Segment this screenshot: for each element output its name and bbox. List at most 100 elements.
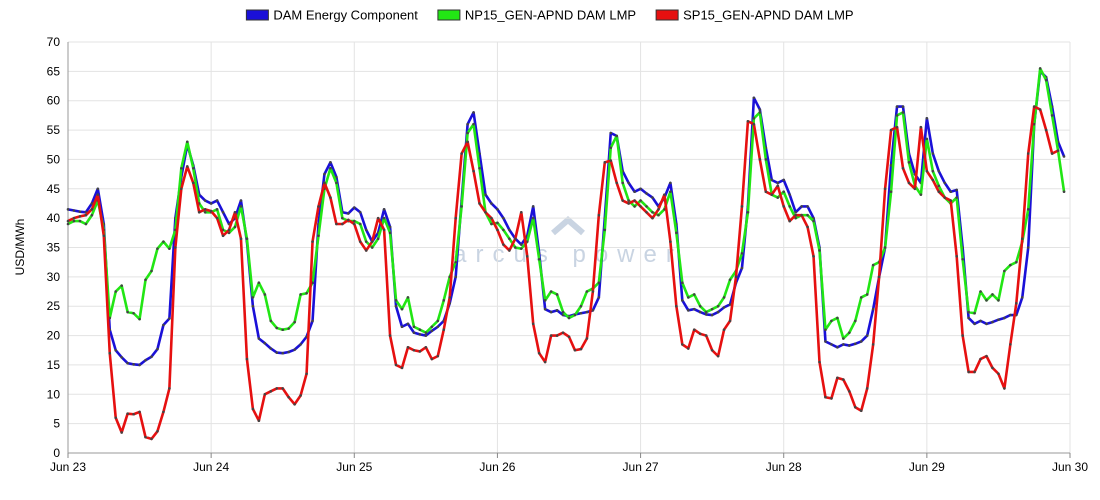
data-point bbox=[698, 332, 702, 336]
data-point bbox=[382, 228, 386, 232]
data-point bbox=[257, 419, 261, 423]
data-point bbox=[317, 205, 320, 208]
data-point bbox=[901, 105, 905, 108]
data-point bbox=[758, 158, 762, 161]
data-point bbox=[973, 311, 976, 315]
data-point bbox=[907, 161, 911, 164]
data-point bbox=[1062, 190, 1066, 194]
data-point bbox=[639, 205, 642, 208]
data-point bbox=[973, 322, 976, 326]
data-point bbox=[382, 216, 386, 220]
data-point bbox=[358, 240, 362, 243]
data-point bbox=[728, 319, 732, 323]
data-point bbox=[472, 122, 475, 126]
data-point bbox=[1003, 387, 1006, 390]
legend-item[interactable]: NP15_GEN-APND DAM LMP bbox=[437, 8, 636, 23]
data-point bbox=[514, 237, 517, 240]
data-point bbox=[991, 366, 994, 370]
data-point bbox=[681, 281, 684, 285]
x-tick-label: Jun 28 bbox=[766, 460, 802, 474]
data-point bbox=[96, 193, 100, 196]
data-point bbox=[1026, 152, 1030, 155]
data-point bbox=[78, 219, 82, 223]
data-point bbox=[853, 405, 857, 409]
data-point bbox=[156, 429, 159, 433]
data-point bbox=[561, 310, 565, 314]
data-point bbox=[645, 210, 648, 214]
data-point bbox=[949, 199, 953, 202]
data-point bbox=[96, 187, 100, 191]
data-point bbox=[955, 196, 958, 199]
y-tick-label: 40 bbox=[47, 211, 61, 225]
x-tick-label: Jun 26 bbox=[479, 460, 515, 474]
data-point bbox=[1044, 78, 1048, 82]
data-point bbox=[728, 303, 732, 306]
y-tick-label: 60 bbox=[47, 94, 61, 108]
data-point bbox=[913, 187, 917, 191]
data-point bbox=[221, 234, 225, 238]
data-point bbox=[686, 296, 690, 299]
data-point bbox=[466, 122, 469, 126]
data-point bbox=[716, 354, 720, 358]
data-point bbox=[180, 166, 183, 170]
legend-swatch bbox=[655, 9, 679, 21]
data-point bbox=[1009, 313, 1012, 317]
data-point bbox=[203, 210, 207, 214]
data-point bbox=[579, 347, 583, 351]
data-point bbox=[215, 208, 219, 211]
data-point bbox=[406, 296, 410, 299]
legend[interactable]: DAM Energy Component NP15_GEN-APND DAM LM… bbox=[245, 8, 854, 23]
data-point bbox=[185, 165, 189, 168]
data-point bbox=[859, 409, 863, 413]
data-point bbox=[519, 210, 523, 214]
data-point bbox=[537, 351, 541, 355]
data-point bbox=[830, 319, 833, 323]
data-point bbox=[967, 316, 970, 320]
data-point bbox=[460, 205, 463, 208]
data-point bbox=[609, 159, 613, 162]
data-point bbox=[961, 334, 964, 337]
data-point bbox=[388, 225, 392, 229]
data-point bbox=[233, 225, 237, 229]
data-point bbox=[293, 348, 296, 351]
data-point bbox=[848, 390, 851, 393]
data-point bbox=[490, 202, 493, 205]
data-point bbox=[436, 354, 440, 358]
data-point bbox=[895, 114, 899, 117]
data-point bbox=[215, 199, 219, 202]
data-point bbox=[865, 387, 869, 390]
data-point bbox=[215, 216, 219, 220]
data-point bbox=[1056, 149, 1060, 152]
data-point bbox=[669, 240, 672, 243]
data-point bbox=[239, 205, 243, 208]
data-point bbox=[955, 255, 958, 258]
data-point bbox=[508, 228, 511, 232]
legend-label: DAM Energy Component bbox=[273, 8, 418, 23]
data-point bbox=[406, 322, 410, 326]
data-point bbox=[209, 202, 213, 205]
data-point bbox=[645, 205, 648, 208]
data-point bbox=[281, 387, 285, 390]
legend-swatch bbox=[245, 9, 269, 21]
data-point bbox=[669, 181, 672, 185]
data-point bbox=[436, 325, 440, 329]
data-point bbox=[1020, 296, 1024, 299]
data-point bbox=[144, 278, 147, 282]
data-point bbox=[317, 234, 320, 238]
data-point bbox=[728, 278, 732, 282]
data-point bbox=[770, 193, 774, 196]
legend-item[interactable]: SP15_GEN-APND DAM LMP bbox=[655, 8, 854, 23]
data-point bbox=[752, 122, 756, 126]
data-point bbox=[955, 188, 958, 192]
data-point bbox=[555, 293, 559, 296]
data-point bbox=[418, 328, 422, 332]
data-point bbox=[997, 318, 1000, 322]
data-point bbox=[830, 343, 833, 346]
data-point bbox=[1044, 128, 1048, 132]
data-point bbox=[794, 213, 797, 217]
data-point bbox=[651, 216, 654, 220]
legend-item[interactable]: DAM Energy Component bbox=[245, 8, 418, 23]
data-point bbox=[812, 219, 815, 223]
x-tick-label: Jun 23 bbox=[50, 460, 86, 474]
data-point bbox=[686, 309, 690, 312]
